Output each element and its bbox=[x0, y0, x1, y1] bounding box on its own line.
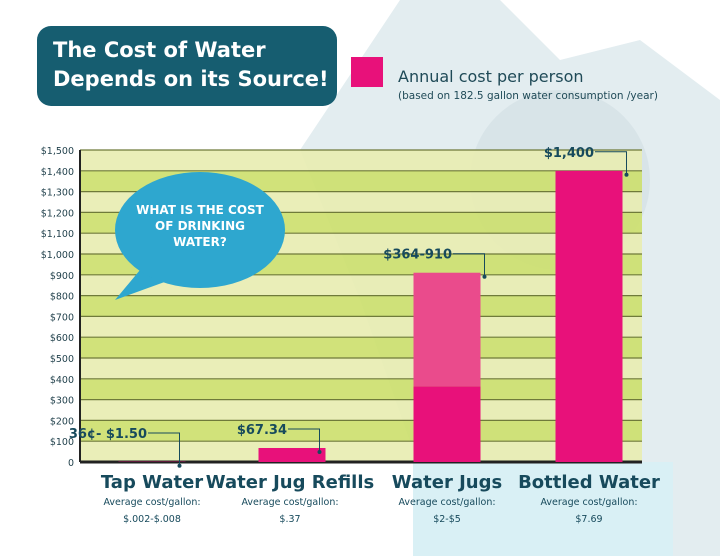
label-leader-dot bbox=[177, 463, 182, 468]
y-tick-label: $200 bbox=[50, 416, 74, 427]
category-name: Water Jugs bbox=[391, 472, 503, 493]
y-tick-label: $500 bbox=[50, 354, 74, 365]
y-tick-label: 0 bbox=[68, 458, 74, 469]
speech-bubble: WHAT IS THE COST OF DRINKING WATER? bbox=[115, 172, 285, 300]
y-tick-label: $1,000 bbox=[41, 250, 74, 261]
bubble-line-1: WHAT IS THE COST bbox=[136, 203, 265, 217]
data-label: $364-910 bbox=[383, 248, 452, 263]
bubble-line-3: WATER? bbox=[173, 235, 227, 249]
label-leader-line bbox=[453, 253, 485, 277]
y-tick-label: $800 bbox=[50, 292, 74, 303]
data-label: $67.34 bbox=[237, 423, 287, 438]
y-tick-label: $400 bbox=[50, 375, 74, 386]
y-tick-label: $1,400 bbox=[41, 167, 74, 178]
y-tick-label: $1,200 bbox=[41, 208, 74, 219]
y-tick-label: $1,500 bbox=[41, 146, 74, 157]
grid-band bbox=[80, 150, 642, 171]
y-tick-label: $300 bbox=[50, 396, 74, 407]
category-cost-per-gallon: $7.69 bbox=[575, 514, 603, 525]
grid-band bbox=[80, 441, 642, 462]
legend-swatch bbox=[351, 57, 383, 87]
grid-band bbox=[80, 420, 642, 442]
category-sub: Average cost/gallon: bbox=[241, 497, 339, 508]
data-label: 36¢- $1.50 bbox=[69, 427, 147, 442]
bubble-line-2: OF DRINKING bbox=[155, 219, 245, 233]
y-tick-label: $900 bbox=[50, 271, 74, 282]
label-leader-dot bbox=[624, 172, 629, 177]
grid-band bbox=[80, 316, 642, 338]
category-cost-per-gallon: $2-$5 bbox=[433, 514, 461, 525]
grid-band bbox=[80, 337, 642, 358]
grid-band bbox=[80, 399, 642, 421]
category-label: Bottled Water Average cost/gallon: $7.69 bbox=[499, 472, 679, 525]
category-name: Tap Water bbox=[100, 472, 204, 493]
category-label: Tap Water Average cost/gallon: $.002-$.008 bbox=[62, 472, 242, 525]
label-leader-line bbox=[288, 428, 320, 452]
category-name: Bottled Water bbox=[518, 472, 660, 493]
bar-water-jug-refills bbox=[258, 447, 326, 462]
label-leader-dot bbox=[482, 274, 487, 279]
y-tick-label: $1,100 bbox=[41, 229, 74, 240]
y-tick-label: $600 bbox=[50, 333, 74, 344]
category-label: Water Jug Refills Average cost/gallon: $.3… bbox=[200, 472, 380, 525]
legend-note: (based on 182.5 gallon water consumption… bbox=[398, 90, 658, 102]
label-leader-line bbox=[595, 151, 627, 175]
y-tick-label: $1,300 bbox=[41, 188, 74, 199]
category-cost-per-gallon: $.002-$.008 bbox=[123, 514, 181, 525]
title-line-1: The Cost of Water bbox=[53, 38, 266, 62]
category-label: Water Jugs Average cost/gallon: $2-$5 bbox=[357, 472, 537, 525]
label-leader-line bbox=[148, 432, 180, 466]
category-cost-per-gallon: $.37 bbox=[279, 514, 301, 525]
y-tick-label: $700 bbox=[50, 312, 74, 323]
category-sub: Average cost/gallon: bbox=[103, 497, 201, 508]
label-leader-dot bbox=[317, 449, 322, 454]
bar-water-jugs bbox=[413, 386, 481, 462]
grid-band bbox=[80, 295, 642, 317]
category-sub: Average cost/gallon: bbox=[540, 497, 638, 508]
bar-water-jugs-range bbox=[413, 272, 481, 387]
category-sub: Average cost/gallon: bbox=[398, 497, 496, 508]
title-line-2: Depends on its Source! bbox=[53, 67, 329, 91]
y-tick-label: $100 bbox=[50, 437, 74, 448]
grid-band bbox=[80, 358, 642, 379]
title-box: The Cost of Water Depends on its Source! bbox=[37, 26, 337, 106]
data-label: $1,400 bbox=[544, 146, 594, 161]
grid-band bbox=[80, 378, 642, 400]
category-name: Water Jug Refills bbox=[205, 472, 375, 493]
legend-label: Annual cost per person bbox=[398, 67, 584, 86]
bar-bottled-water bbox=[555, 170, 623, 463]
